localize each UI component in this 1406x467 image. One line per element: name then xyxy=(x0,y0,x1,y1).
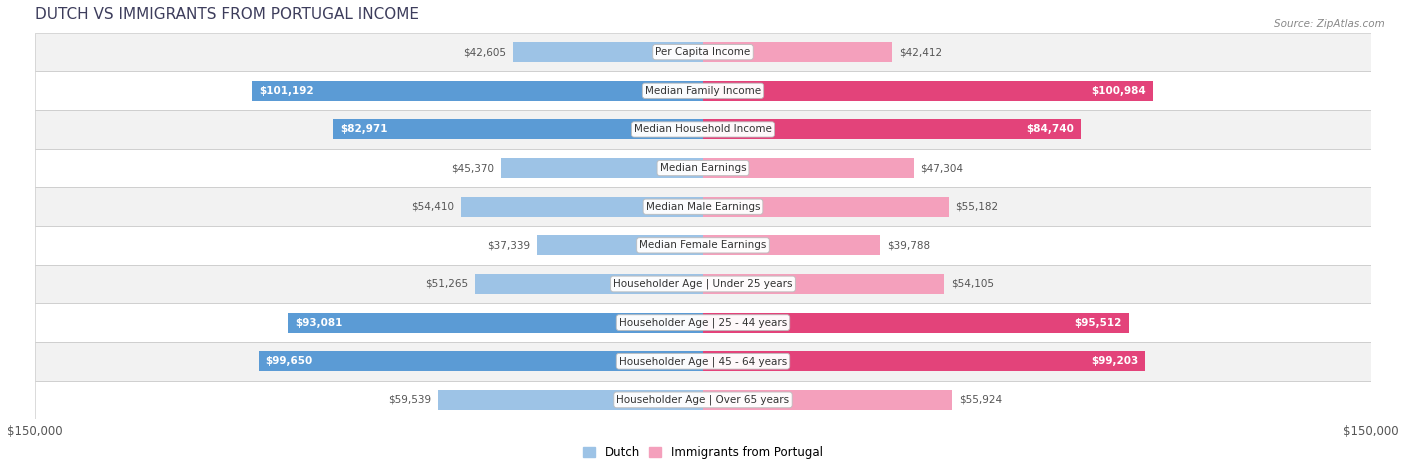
Text: $45,370: $45,370 xyxy=(451,163,494,173)
Bar xyxy=(35,265,1371,303)
Bar xyxy=(703,274,943,294)
Bar xyxy=(501,158,703,178)
Bar xyxy=(288,312,703,333)
Bar xyxy=(35,226,1371,265)
Bar xyxy=(703,390,952,410)
Text: $100,984: $100,984 xyxy=(1091,86,1146,96)
Text: $101,192: $101,192 xyxy=(259,86,314,96)
Text: $84,740: $84,740 xyxy=(1026,124,1074,134)
Text: Median Female Earnings: Median Female Earnings xyxy=(640,241,766,250)
Bar xyxy=(461,197,703,217)
Text: $39,788: $39,788 xyxy=(887,241,929,250)
Bar xyxy=(703,81,1153,101)
Bar xyxy=(35,187,1371,226)
Text: Median Male Earnings: Median Male Earnings xyxy=(645,202,761,212)
Bar xyxy=(703,235,880,255)
Text: $95,512: $95,512 xyxy=(1074,318,1122,328)
Bar xyxy=(35,381,1371,419)
Text: DUTCH VS IMMIGRANTS FROM PORTUGAL INCOME: DUTCH VS IMMIGRANTS FROM PORTUGAL INCOME xyxy=(35,7,419,22)
Bar xyxy=(35,226,1371,265)
Text: $47,304: $47,304 xyxy=(921,163,963,173)
Bar xyxy=(703,351,1144,371)
Bar xyxy=(35,71,1371,110)
Bar xyxy=(703,120,1081,140)
Bar xyxy=(333,120,703,140)
Text: $54,105: $54,105 xyxy=(950,279,994,289)
Text: $93,081: $93,081 xyxy=(295,318,343,328)
Bar xyxy=(252,81,703,101)
Text: $42,605: $42,605 xyxy=(464,47,506,57)
Bar xyxy=(35,71,1371,110)
Text: $42,412: $42,412 xyxy=(898,47,942,57)
Bar xyxy=(513,42,703,62)
Bar xyxy=(703,312,1129,333)
Bar xyxy=(537,235,703,255)
Text: Householder Age | Under 25 years: Householder Age | Under 25 years xyxy=(613,279,793,289)
Text: Householder Age | Over 65 years: Householder Age | Over 65 years xyxy=(616,395,790,405)
Text: $99,650: $99,650 xyxy=(266,356,314,366)
Text: $55,924: $55,924 xyxy=(959,395,1002,405)
Text: Source: ZipAtlas.com: Source: ZipAtlas.com xyxy=(1274,19,1385,28)
Bar xyxy=(35,110,1371,149)
Bar xyxy=(35,381,1371,419)
Text: Median Family Income: Median Family Income xyxy=(645,86,761,96)
Bar xyxy=(35,265,1371,303)
Bar xyxy=(475,274,703,294)
Text: Median Earnings: Median Earnings xyxy=(659,163,747,173)
Bar xyxy=(35,303,1371,342)
Text: Median Household Income: Median Household Income xyxy=(634,124,772,134)
Bar xyxy=(437,390,703,410)
Text: Householder Age | 45 - 64 years: Householder Age | 45 - 64 years xyxy=(619,356,787,367)
Text: Householder Age | 25 - 44 years: Householder Age | 25 - 44 years xyxy=(619,318,787,328)
Bar xyxy=(35,149,1371,187)
Bar xyxy=(35,342,1371,381)
Bar xyxy=(259,351,703,371)
Text: $54,410: $54,410 xyxy=(411,202,454,212)
Bar xyxy=(35,187,1371,226)
Text: Per Capita Income: Per Capita Income xyxy=(655,47,751,57)
Bar xyxy=(35,33,1371,71)
Text: $99,203: $99,203 xyxy=(1091,356,1139,366)
Text: $59,539: $59,539 xyxy=(388,395,432,405)
Text: $37,339: $37,339 xyxy=(486,241,530,250)
Bar xyxy=(703,158,914,178)
Text: $82,971: $82,971 xyxy=(340,124,388,134)
Bar xyxy=(703,197,949,217)
Text: $51,265: $51,265 xyxy=(425,279,468,289)
Bar xyxy=(35,110,1371,149)
Bar xyxy=(35,342,1371,381)
Legend: Dutch, Immigrants from Portugal: Dutch, Immigrants from Portugal xyxy=(579,441,827,464)
Bar xyxy=(703,42,891,62)
Bar xyxy=(35,303,1371,342)
Bar xyxy=(35,149,1371,187)
Bar xyxy=(35,33,1371,71)
Text: $55,182: $55,182 xyxy=(956,202,998,212)
